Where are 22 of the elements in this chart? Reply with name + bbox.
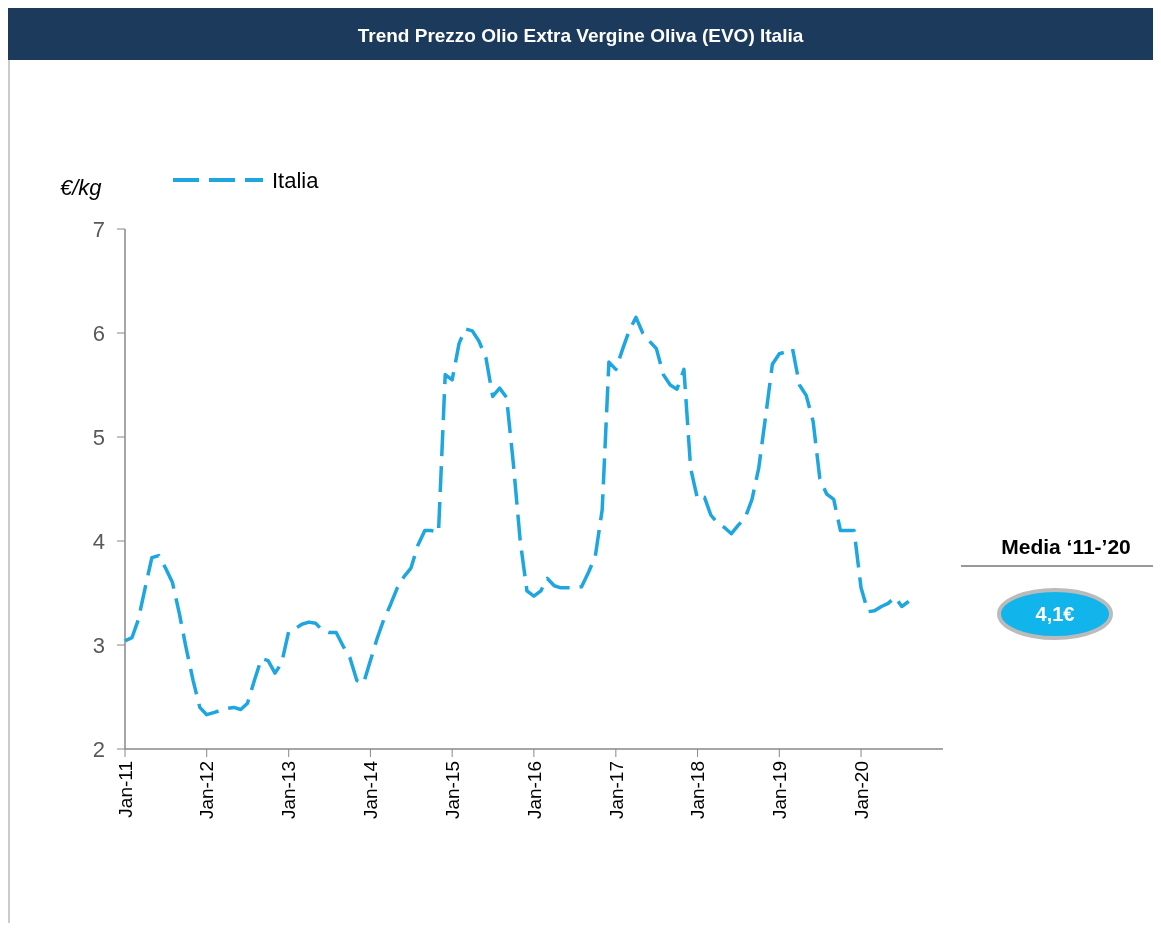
x-tick-label: Jan-12 [196, 761, 218, 820]
legend-label: Italia [272, 168, 320, 193]
x-tick-label: Jan-18 [687, 761, 709, 820]
x-tick-label: Jan-17 [605, 761, 627, 820]
x-tick-label: Jan-20 [850, 761, 872, 820]
x-tick-label: Jan-13 [278, 761, 300, 820]
y-tick-label: 2 [92, 736, 105, 762]
x-tick-label: Jan-16 [523, 761, 545, 820]
line-series [123, 315, 911, 717]
chart-title: Trend Prezzo Olio Extra Vergine Oliva (EVO) Italia [357, 25, 804, 46]
x-tick-label: Jan-14 [360, 760, 382, 820]
y-tick-label: 3 [92, 632, 105, 658]
y-tick-label: 5 [92, 424, 105, 450]
x-tick-label: Jan-15 [441, 761, 463, 820]
x-tick-label: Jan-11 [114, 761, 136, 818]
y-tick-label: 4 [92, 528, 105, 554]
y-tick-label: 6 [92, 320, 105, 346]
text: 4,1€ [1035, 603, 1075, 625]
x-tick-label: Jan-19 [768, 761, 790, 820]
y-tick-label: 7 [92, 216, 105, 242]
y-axis-title: €/kg [60, 175, 103, 200]
text: Media ‘11-’20 [1001, 535, 1131, 558]
